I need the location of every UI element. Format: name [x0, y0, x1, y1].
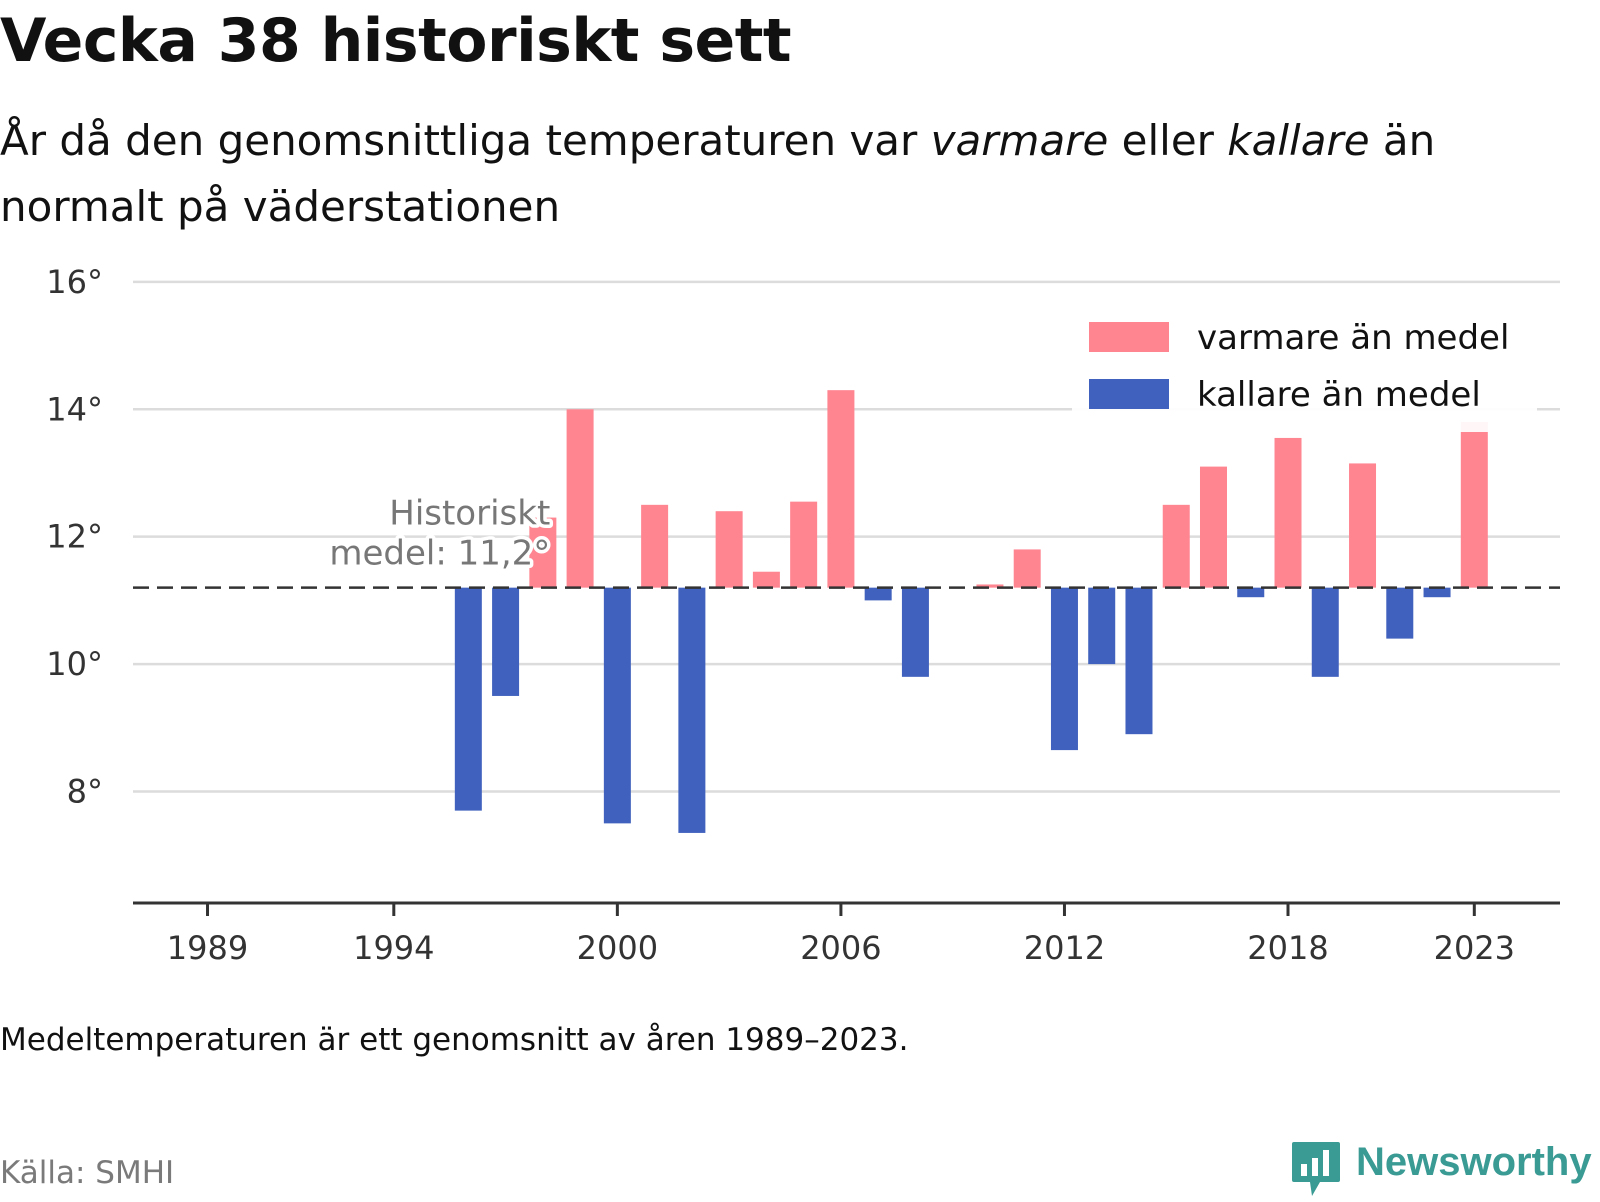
bar-warm	[715, 511, 743, 588]
bar-cold	[454, 587, 482, 811]
legend-swatch-warm	[1089, 322, 1169, 352]
bar-cold	[1386, 587, 1414, 639]
legend-swatch-cold	[1089, 379, 1169, 409]
bar-warm	[1013, 549, 1041, 588]
newsworthy-logo-icon	[1292, 1142, 1340, 1196]
legend-label-cold: kallare än medel	[1197, 375, 1481, 415]
bar-warm	[1199, 466, 1227, 588]
bar-cold	[1088, 587, 1116, 665]
bar-cold	[603, 587, 631, 824]
bar-warm	[1162, 504, 1190, 588]
x-tick-label: 2006	[800, 929, 881, 967]
bar-warm	[790, 501, 818, 588]
chart-title: Vecka 38 historiskt sett	[0, 6, 792, 76]
y-tick-label: 8°	[67, 773, 103, 811]
legend: varmare än medel kallare än medel	[1072, 308, 1537, 432]
y-tick-label: 14°	[46, 390, 103, 428]
y-axis-ticks: 8° 10° 12° 14° 16°	[46, 263, 103, 811]
bar-cold	[678, 587, 706, 833]
bar-cold	[492, 587, 520, 696]
legend-label-warm: varmare än medel	[1197, 318, 1509, 358]
subtitle-text-2: eller	[1108, 116, 1228, 165]
baseline-label: Historiskt	[389, 494, 550, 534]
footnote: Medeltemperaturen är ett genomsnitt av å…	[0, 1022, 909, 1058]
bar-warm	[976, 584, 1004, 588]
bar-cold	[864, 587, 892, 601]
bar-warm	[1274, 437, 1302, 588]
y-tick-label: 12°	[46, 518, 103, 556]
bar-cold	[1125, 587, 1153, 735]
brand-name: Newsworthy	[1356, 1140, 1592, 1184]
bar-warm	[566, 409, 594, 588]
bar-warm	[1460, 422, 1488, 588]
x-tick-label: 1989	[167, 929, 248, 967]
chart-subtitle: År då den genomsnittliga temperaturen va…	[0, 108, 1560, 240]
x-tick-label: 2023	[1434, 929, 1515, 967]
bars	[454, 390, 1488, 833]
bar-cold	[1311, 587, 1339, 677]
bar-warm	[641, 504, 669, 588]
x-tick-label: 1994	[353, 929, 434, 967]
y-tick-label: 10°	[46, 645, 103, 683]
source-credit: Källa: SMHI	[0, 1155, 175, 1191]
bar-warm	[827, 390, 855, 588]
subtitle-warm-word: varmare	[930, 116, 1109, 165]
x-tick-label: 2018	[1247, 929, 1328, 967]
bar-warm	[529, 517, 557, 588]
bar-warm	[752, 571, 780, 588]
x-tick-label: 2012	[1024, 929, 1105, 967]
bar-cold	[1423, 587, 1451, 598]
x-tick-label: 2000	[577, 929, 658, 967]
subtitle-text-3: än normalt på väderstationen	[0, 116, 1436, 231]
x-axis: 1989 1994 2000 2006 2012 2018 2023	[133, 901, 1560, 967]
bar-warm	[1349, 463, 1377, 588]
subtitle-cold-word: kallare	[1227, 116, 1370, 165]
y-tick-label: 16°	[46, 263, 103, 301]
bar-cold	[901, 587, 929, 677]
baseline-label: medel: 11,2°	[329, 534, 550, 574]
bar-cold	[1050, 587, 1078, 751]
bar-cold	[1237, 587, 1265, 598]
subtitle-text-1: År då den genomsnittliga temperaturen va…	[0, 116, 931, 165]
